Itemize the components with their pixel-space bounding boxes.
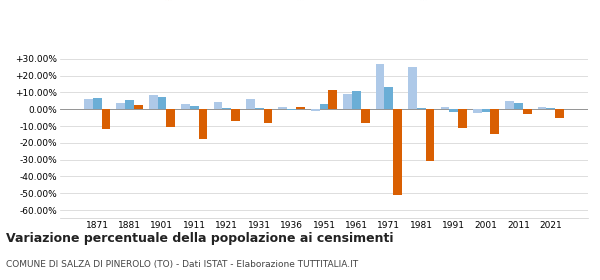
Bar	[458, 109, 467, 128]
Bar	[440, 107, 449, 109]
Bar	[320, 104, 328, 109]
Bar	[181, 104, 190, 109]
Bar	[376, 64, 385, 109]
Bar	[523, 109, 532, 114]
Bar	[328, 90, 337, 109]
Bar	[116, 103, 125, 109]
Bar	[352, 91, 361, 109]
Bar	[246, 99, 255, 109]
Bar	[473, 109, 482, 113]
Bar	[84, 99, 93, 109]
Bar	[149, 95, 158, 109]
Bar	[311, 109, 320, 111]
Bar	[287, 109, 296, 110]
Legend: Salza di Pinerolo, Provincia di TO, Piemonte: Salza di Pinerolo, Provincia di TO, Piem…	[152, 0, 496, 4]
Bar	[199, 109, 208, 139]
Bar	[223, 108, 231, 109]
Bar	[361, 109, 370, 123]
Text: Variazione percentuale della popolazione ai censimenti: Variazione percentuale della popolazione…	[6, 232, 394, 245]
Bar	[158, 97, 166, 109]
Bar	[278, 107, 287, 109]
Bar	[166, 109, 175, 127]
Bar	[101, 109, 110, 129]
Bar	[343, 94, 352, 109]
Bar	[255, 108, 263, 109]
Bar	[505, 101, 514, 109]
Bar	[482, 109, 490, 112]
Bar	[296, 107, 305, 109]
Bar	[514, 103, 523, 109]
Bar	[214, 102, 223, 109]
Bar	[425, 109, 434, 161]
Bar	[93, 98, 101, 109]
Bar	[134, 105, 143, 109]
Bar	[417, 108, 425, 109]
Bar	[449, 109, 458, 112]
Bar	[547, 108, 555, 109]
Bar	[231, 109, 240, 121]
Bar	[263, 109, 272, 123]
Bar	[190, 106, 199, 109]
Bar	[125, 100, 134, 109]
Bar	[490, 109, 499, 134]
Bar	[393, 109, 402, 195]
Bar	[408, 67, 417, 109]
Bar	[538, 107, 547, 109]
Text: COMUNE DI SALZA DI PINEROLO (TO) - Dati ISTAT - Elaborazione TUTTITALIA.IT: COMUNE DI SALZA DI PINEROLO (TO) - Dati …	[6, 260, 358, 269]
Bar	[385, 87, 393, 109]
Bar	[555, 109, 564, 118]
